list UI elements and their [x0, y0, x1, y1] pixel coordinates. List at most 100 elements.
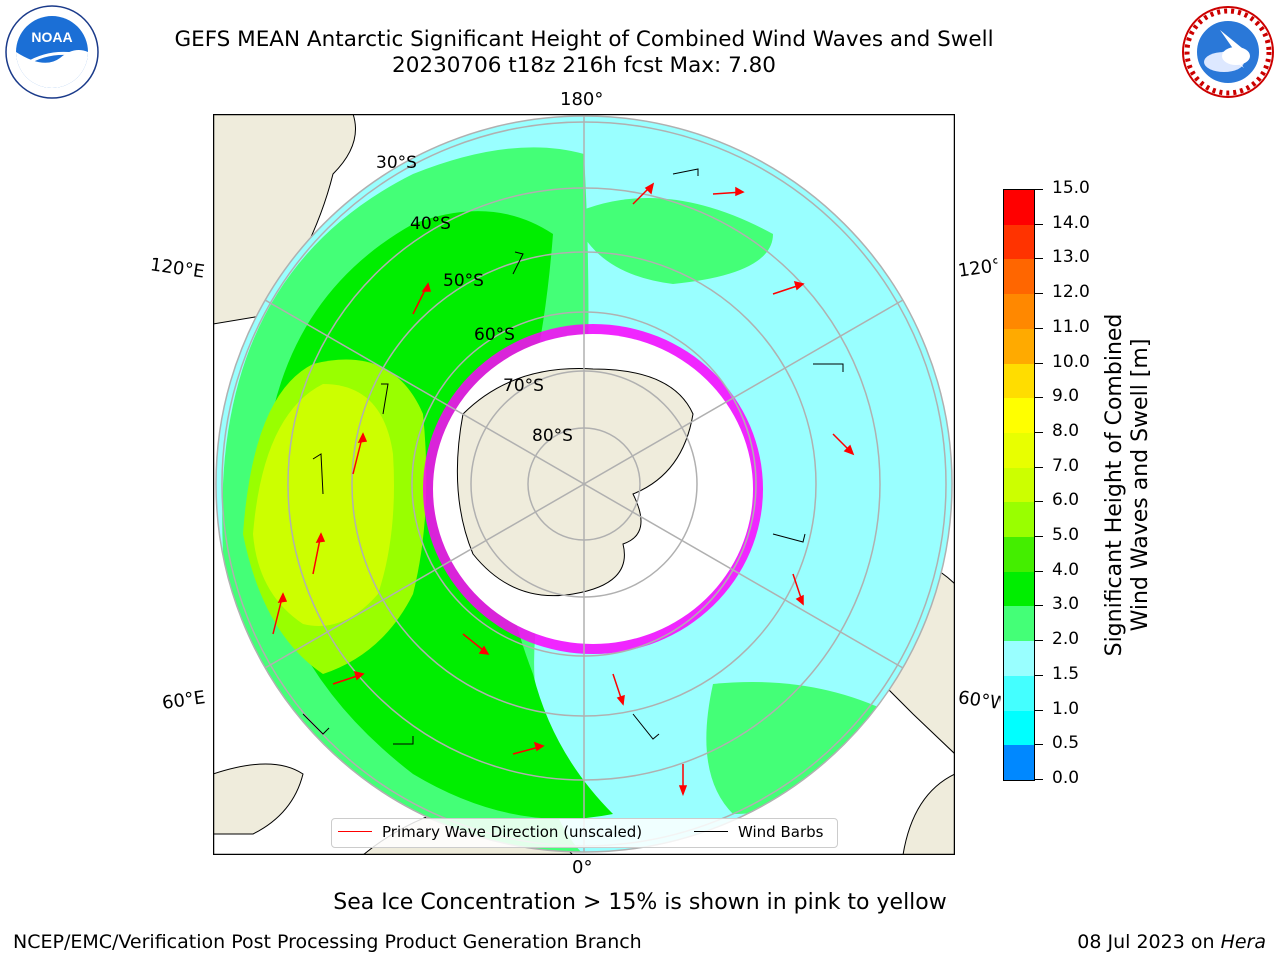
colorbar-tick-mark [1035, 501, 1043, 503]
footer-machine: Hera [1220, 931, 1266, 953]
polar-map [213, 114, 955, 855]
colorbar-band [1004, 224, 1034, 260]
colorbar-tick-mark [1035, 327, 1043, 329]
lon-label-60e: 60°E [160, 687, 207, 714]
colorbar-band [1004, 606, 1034, 642]
colorbar-band [1004, 502, 1034, 538]
colorbar-tick-mark [1035, 744, 1043, 746]
arrow-mark [678, 764, 688, 797]
map-legend: Primary Wave Direction (unscaled) Wind B… [331, 818, 838, 848]
colorbar-tick-mark [1035, 605, 1043, 607]
graticule [216, 116, 952, 852]
legend-barb-line [694, 831, 728, 832]
wave-direction-arrows [272, 182, 855, 797]
colorbar-tick-mark [1035, 779, 1043, 780]
footer-date: 08 Jul 2023 on Hera [1077, 931, 1266, 953]
arrow-mark [462, 633, 490, 655]
wave-field-pacific [573, 198, 773, 284]
colorbar-tick-mark [1035, 189, 1043, 190]
lon-label-120e: 120°E [148, 254, 206, 283]
colorbar-tick-mark [1035, 258, 1043, 260]
colorbar-band [1004, 363, 1034, 399]
colorbar-tick-mark [1035, 223, 1043, 225]
colorbar-title: Significant Height of Combined Wind Wave… [1102, 314, 1154, 657]
colorbar-tick-mark [1035, 362, 1043, 364]
arrow-mark [512, 741, 545, 755]
lat-label-40s: 40°S [410, 214, 451, 234]
colorbar-tick-mark [1035, 570, 1043, 572]
colorbar-tick-mark [1035, 293, 1043, 295]
barb-mark [512, 251, 524, 275]
arrow-mark [832, 433, 855, 456]
chart-subtitle-forecast: 20230706 t18z 216h fcst Max: 7.80 [392, 53, 776, 78]
colorbar-tick-label: 4.0 [1052, 559, 1080, 580]
colorbar-tick-label: 1.5 [1052, 663, 1080, 684]
lon-label-120w: 120°W [956, 255, 1000, 282]
lon-label-60w: 60°W [956, 687, 1002, 714]
arrow-mark [412, 282, 431, 315]
colorbar-tick-label: 10.0 [1052, 351, 1090, 372]
colorbar-tick-label: 1.0 [1052, 698, 1080, 719]
colorbar-tick-mark [1035, 397, 1043, 399]
wave-field-6-7m [253, 384, 394, 626]
footer-branch: NCEP/EMC/Verification Post Processing Pr… [13, 931, 642, 953]
legend-wave-line [338, 831, 372, 832]
barb-mark [772, 533, 806, 543]
nws-logo [1182, 6, 1274, 98]
arrow-mark [712, 186, 745, 197]
lon-label-180: 180° [560, 89, 604, 110]
colorbar-band [1004, 467, 1034, 503]
lat-label-70s: 70°S [503, 376, 544, 396]
barb-mark [672, 168, 699, 176]
colorbar-tick-mark [1035, 640, 1043, 642]
colorbar-tick-label: 5.0 [1052, 525, 1080, 546]
colorbar-title-line2: Wind Waves and Swell [m] [1128, 338, 1153, 632]
wind-barbs [302, 168, 844, 745]
sea-ice-note: Sea Ice Concentration > 15% is shown in … [333, 890, 947, 915]
lat-label-50s: 50°S [443, 271, 484, 291]
colorbar [1003, 189, 1035, 781]
noaa-logo: NOAA [5, 5, 99, 99]
arrow-mark [272, 592, 288, 635]
map-frame [213, 114, 955, 855]
colorbar-tick-label: 14.0 [1052, 212, 1090, 233]
arrow-mark [792, 573, 804, 606]
colorbar-tick-label: 3.0 [1052, 594, 1080, 615]
africa-madagascar-land [213, 763, 304, 835]
colorbar-tick-label: 12.0 [1052, 282, 1090, 303]
colorbar-band [1004, 432, 1034, 469]
colorbar-band [1004, 259, 1034, 295]
colorbar-tick-mark [1035, 431, 1043, 433]
colorbar-tick-label: 6.0 [1052, 490, 1080, 511]
colorbar-tick-mark [1035, 709, 1043, 711]
arrow-mark [612, 673, 625, 706]
wave-field-atlantic [706, 682, 893, 814]
barb-mark [393, 736, 414, 745]
colorbar-band [1004, 190, 1034, 226]
arrow-mark [352, 432, 368, 475]
arrow-mark [632, 182, 655, 205]
colorbar-tick-label: 9.0 [1052, 386, 1080, 407]
colorbar-band [1004, 710, 1034, 746]
colorbar-title-line1: Significant Height of Combined [1102, 313, 1127, 657]
colorbar-tick-label: 0.0 [1052, 768, 1080, 788]
colorbar-tick-label: 11.0 [1052, 316, 1090, 337]
colorbar-band [1004, 328, 1034, 365]
barb-mark [813, 363, 844, 372]
colorbar-tick-label: 7.0 [1052, 455, 1080, 476]
colorbar-tick-mark [1035, 466, 1043, 468]
legend-barb-label: Wind Barbs [738, 823, 824, 841]
legend-wave-label: Primary Wave Direction (unscaled) [382, 823, 643, 841]
colorbar-tick-label: 13.0 [1052, 247, 1090, 268]
lat-label-80s: 80°S [532, 426, 573, 446]
colorbar-band [1004, 675, 1034, 712]
colorbar-tick-mark [1035, 536, 1043, 538]
barb-mark [381, 383, 389, 415]
colorbar-band [1004, 537, 1034, 573]
colorbar-band [1004, 641, 1034, 677]
colorbar-band [1004, 745, 1034, 781]
colorbar-band [1004, 398, 1034, 434]
lon-label-0: 0° [572, 857, 593, 878]
arrow-mark [312, 532, 326, 575]
colorbar-tick-label: 0.5 [1052, 733, 1080, 754]
